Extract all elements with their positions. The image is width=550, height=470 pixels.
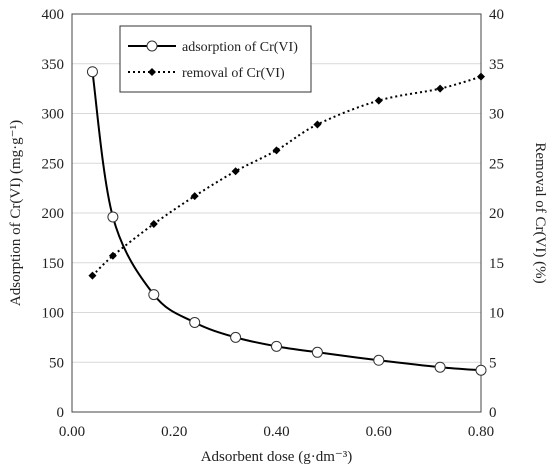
series-line-adsorption [91, 71, 482, 372]
series-layer [86, 66, 487, 376]
x-tick-1: 0.20 [161, 424, 187, 440]
point-removal-1 [108, 251, 117, 260]
legend-box [119, 25, 312, 93]
point-adsorption-7 [373, 354, 385, 366]
y-tick-left-0: 0 [57, 405, 65, 421]
point-adsorption-5 [271, 340, 282, 352]
y-axis-title-left: Adsorption of Cr(VI) (mg·g⁻¹) [8, 120, 24, 306]
point-removal-7 [374, 96, 383, 105]
y-tick-right-4: 20 [489, 206, 504, 222]
legend-marker-removal [148, 68, 156, 76]
point-adsorption-2 [148, 289, 160, 301]
point-removal-9 [477, 72, 485, 81]
legend-label-removal: removal of Cr(VI) [182, 66, 285, 81]
x-axis-title: Adsorbent dose (g·dm⁻³) [201, 449, 353, 465]
point-adsorption-4 [230, 331, 242, 343]
point-removal-3 [190, 192, 199, 201]
point-adsorption-3 [189, 316, 201, 328]
y-tick-right-1: 5 [489, 355, 497, 371]
point-adsorption-0 [86, 66, 98, 78]
legend: adsorption of Cr(VI) removal of Cr(VI) [119, 25, 312, 93]
x-tick-3: 0.60 [366, 424, 392, 440]
y-tick-right-2: 10 [489, 306, 504, 322]
y-tick-right-7: 35 [489, 57, 504, 73]
point-adsorption-9 [475, 364, 487, 376]
point-removal-2 [149, 219, 158, 228]
x-tick-2: 0.40 [263, 424, 289, 440]
point-removal-4 [231, 167, 240, 176]
y-tick-left-1: 50 [49, 355, 64, 371]
legend-label-adsorption: adsorption of Cr(VI) [182, 40, 298, 55]
y-tick-right-6: 30 [489, 107, 504, 123]
y-tick-left-3: 150 [42, 256, 65, 272]
y-tick-left-4: 200 [42, 206, 65, 222]
point-adsorption-8 [434, 361, 446, 373]
plot-frame [71, 13, 482, 413]
tick-labels: 0 50 100 150 200 250 300 350 400 0 5 10 15 20 25 30 35 40… [42, 7, 505, 440]
point-removal-5 [272, 146, 281, 155]
y-tick-left-7: 350 [42, 57, 65, 73]
point-removal-6 [313, 120, 322, 129]
y-tick-left-6: 300 [42, 107, 65, 123]
point-adsorption-6 [311, 346, 323, 358]
series-line-removal [91, 75, 482, 277]
point-removal-8 [436, 84, 445, 93]
point-adsorption-1 [107, 211, 119, 223]
y-tick-right-5: 25 [489, 156, 504, 172]
legend-marker-adsorption [146, 40, 158, 52]
y-tick-left-5: 250 [42, 156, 65, 172]
y-tick-right-3: 15 [489, 256, 504, 272]
y-tick-left-8: 400 [42, 7, 65, 23]
y-tick-right-8: 40 [489, 7, 504, 23]
y-tick-left-2: 100 [42, 306, 65, 322]
x-tick-0: 0.00 [59, 424, 85, 440]
x-tick-4: 0.80 [468, 424, 494, 440]
y-axis-title-right: Removal of Cr(VI) (%) [532, 142, 548, 283]
y-tick-right-0: 0 [489, 405, 497, 421]
point-removal-0 [88, 271, 97, 280]
